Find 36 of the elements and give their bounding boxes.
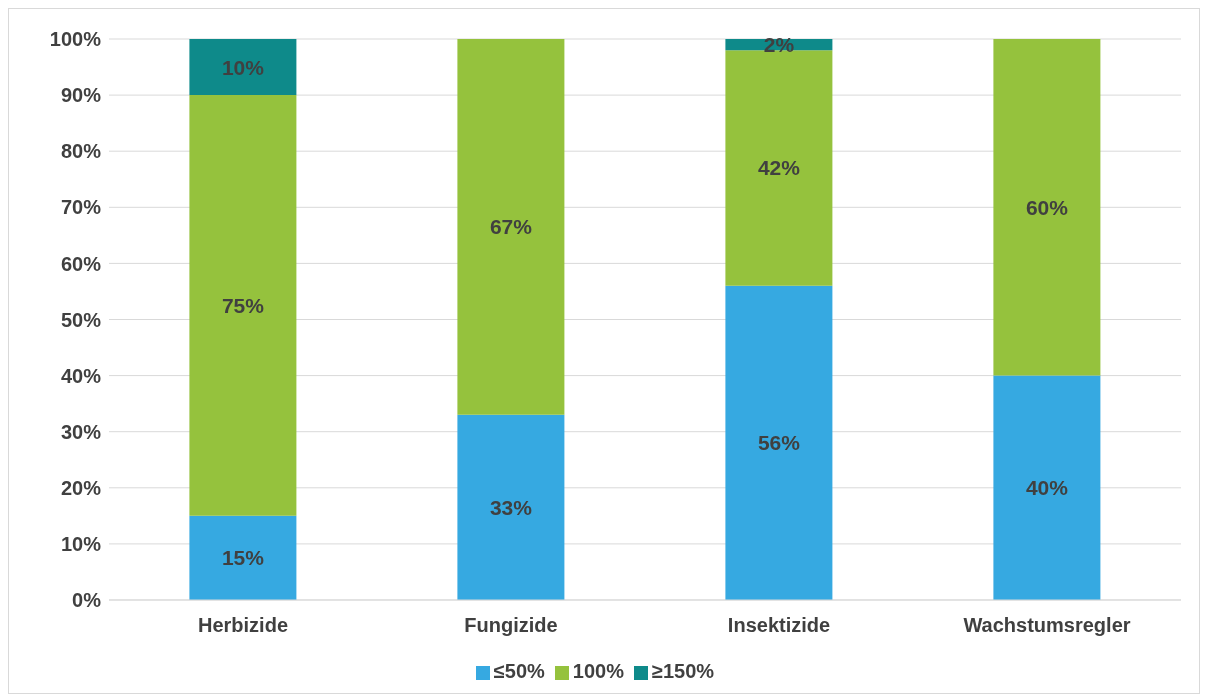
bar bbox=[993, 39, 1101, 376]
y-tick-label: 100% bbox=[49, 28, 102, 51]
data-label: 56% bbox=[757, 431, 801, 455]
bar bbox=[725, 285, 833, 600]
data-label: 33% bbox=[489, 495, 533, 519]
y-tick-label: 50% bbox=[60, 308, 102, 331]
bar bbox=[457, 414, 565, 600]
data-label: 67% bbox=[489, 215, 533, 239]
bar bbox=[725, 50, 833, 286]
x-tick-label: Wachstumsregler bbox=[963, 614, 1131, 637]
legend-label: 100% bbox=[572, 660, 625, 682]
y-tick-label: 20% bbox=[60, 476, 102, 499]
data-label: 42% bbox=[757, 156, 801, 180]
y-tick-label: 90% bbox=[60, 84, 102, 107]
bar bbox=[993, 375, 1101, 600]
x-tick-label: Insektizide bbox=[727, 614, 831, 637]
data-label: 10% bbox=[221, 55, 265, 79]
x-tick-label: Fungizide bbox=[464, 614, 558, 637]
bar bbox=[189, 515, 297, 600]
bar bbox=[189, 95, 297, 516]
bar bbox=[457, 39, 565, 415]
data-label: 60% bbox=[1025, 195, 1069, 219]
y-tick-label: 80% bbox=[60, 140, 102, 163]
y-tick-label: 70% bbox=[60, 196, 102, 219]
legend-label: ≤50% bbox=[493, 660, 545, 682]
y-tick-label: 0% bbox=[72, 589, 102, 612]
data-label: 15% bbox=[221, 546, 265, 570]
y-tick-label: 30% bbox=[60, 420, 102, 443]
data-label: 75% bbox=[221, 293, 265, 317]
y-tick-label: 60% bbox=[60, 252, 102, 275]
x-tick-label: Herbizide bbox=[197, 614, 289, 637]
data-label: 40% bbox=[1025, 476, 1069, 500]
y-tick-label: 40% bbox=[60, 364, 102, 387]
y-tick-label: 10% bbox=[60, 533, 102, 555]
bar bbox=[189, 39, 297, 96]
legend-label: ≥150% bbox=[652, 660, 715, 682]
